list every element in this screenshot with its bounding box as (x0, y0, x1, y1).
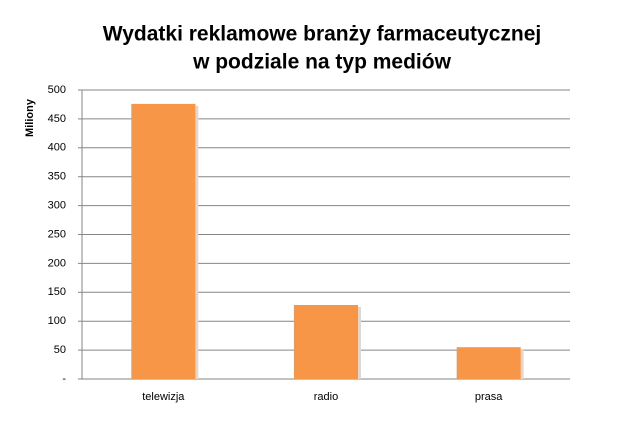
y-tick-label: 400 (48, 142, 66, 154)
bar (294, 305, 358, 379)
chart-title: w podziale na typ mediów (192, 51, 452, 74)
x-tick-label: telewizja (142, 391, 185, 403)
x-tick-label: prasa (475, 391, 503, 403)
y-tick-label: 250 (48, 228, 66, 240)
chart-title: Wydatki reklamowe branży farmaceutycznej (103, 23, 541, 46)
y-tick-label: 300 (48, 200, 66, 212)
y-tick-label: 350 (48, 171, 66, 183)
y-tick-label: 500 (48, 84, 66, 96)
y-tick-label: 200 (48, 257, 66, 269)
y-tick-label: 100 (48, 315, 66, 327)
y-tick-label: 50 (54, 344, 66, 356)
x-tick-label: radio (314, 391, 338, 403)
bar (456, 347, 521, 379)
y-tick-label: - (62, 373, 66, 385)
y-axis-label: Miliony (24, 98, 36, 137)
bar (131, 103, 196, 379)
y-tick-label: 150 (48, 286, 66, 298)
y-tick-label: 450 (48, 113, 66, 125)
